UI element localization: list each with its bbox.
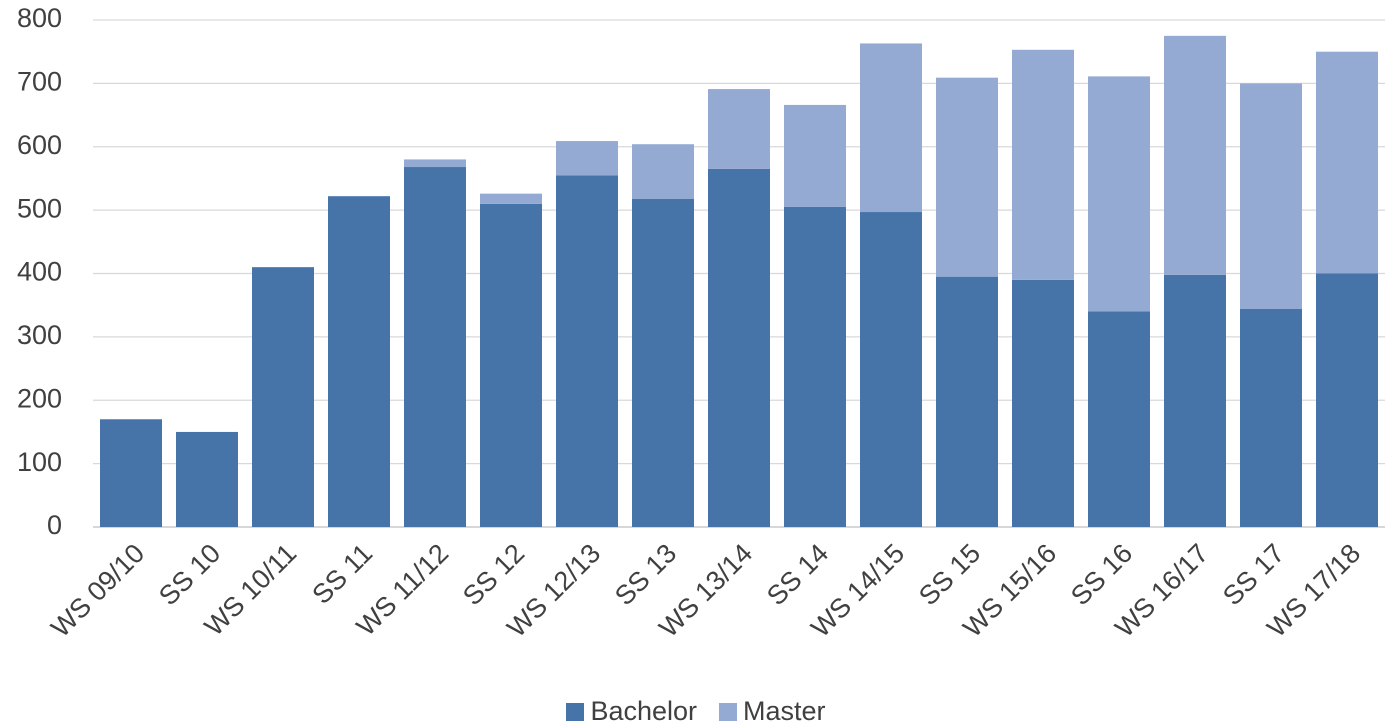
bar-master-14 — [1164, 35, 1226, 275]
bar-bachelor-15 — [1240, 308, 1302, 527]
y-tick-label-0: 0 — [47, 510, 62, 540]
bar-chart-svg: 0 100 200 300 400 500 600 700 800 WS 09/10 SS 10W… — [17, 3, 1385, 643]
bar-bachelor-14 — [1164, 274, 1226, 527]
y-axis-ticks: 0 100 200 300 400 500 600 700 800 — [17, 3, 62, 540]
x-tick-label-9: SS 14 — [761, 538, 834, 611]
legend-item-master: Master — [719, 696, 826, 727]
y-tick-label-300: 300 — [17, 320, 62, 350]
y-tick-label-200: 200 — [17, 383, 62, 413]
legend-swatch-bachelor — [566, 702, 585, 721]
bar-master-9 — [784, 104, 846, 207]
x-tick-label-3: SS 11 — [306, 538, 378, 610]
bar-bachelor-7 — [632, 198, 694, 527]
bar-bachelor-13 — [1088, 311, 1150, 527]
bar-bachelor-9 — [784, 206, 846, 528]
bar-bachelor-6 — [556, 175, 618, 528]
x-tick-label-1: SS 10 — [153, 538, 226, 611]
legend-item-bachelor: Bachelor — [566, 696, 697, 727]
bar-bachelor-10 — [860, 212, 922, 527]
bar-bachelor-11 — [936, 276, 998, 527]
bars — [100, 35, 1378, 528]
bar-master-6 — [556, 141, 618, 176]
x-tick-label-0: WS 09/10 — [45, 538, 150, 643]
y-tick-label-800: 800 — [17, 3, 62, 33]
y-tick-label-500: 500 — [17, 193, 62, 223]
y-tick-label-700: 700 — [17, 67, 62, 97]
bar-master-5 — [480, 193, 542, 204]
bar-master-4 — [404, 159, 466, 168]
bar-bachelor-2 — [252, 267, 314, 527]
bar-master-12 — [1012, 49, 1074, 280]
legend-label-bachelor: Bachelor — [590, 696, 698, 726]
bar-master-13 — [1088, 76, 1150, 312]
y-tick-label-400: 400 — [17, 257, 62, 287]
bar-bachelor-12 — [1012, 279, 1074, 527]
bar-bachelor-3 — [328, 196, 390, 527]
x-tick-label-13: SS 16 — [1065, 538, 1138, 611]
bar-master-16 — [1316, 51, 1378, 274]
bar-bachelor-1 — [176, 431, 238, 527]
bar-bachelor-0 — [100, 419, 162, 527]
legend-swatch-master — [719, 702, 738, 721]
bar-master-8 — [708, 89, 770, 169]
x-tick-label-5: SS 12 — [457, 538, 530, 611]
x-tick-label-7: SS 13 — [609, 538, 682, 611]
bar-bachelor-8 — [708, 168, 770, 527]
bar-master-10 — [860, 43, 922, 213]
bar-master-15 — [1240, 83, 1302, 309]
bar-master-11 — [936, 77, 998, 277]
legend: Bachelor Master — [0, 696, 1392, 727]
bar-master-7 — [632, 144, 694, 199]
bar-bachelor-5 — [480, 203, 542, 527]
bar-bachelor-4 — [404, 167, 466, 527]
y-tick-label-100: 100 — [17, 447, 62, 477]
y-tick-label-600: 600 — [17, 130, 62, 160]
legend-label-master: Master — [743, 696, 826, 726]
x-tick-label-15: SS 17 — [1217, 538, 1290, 611]
bar-bachelor-16 — [1316, 273, 1378, 527]
x-tick-label-11: SS 15 — [913, 538, 986, 611]
